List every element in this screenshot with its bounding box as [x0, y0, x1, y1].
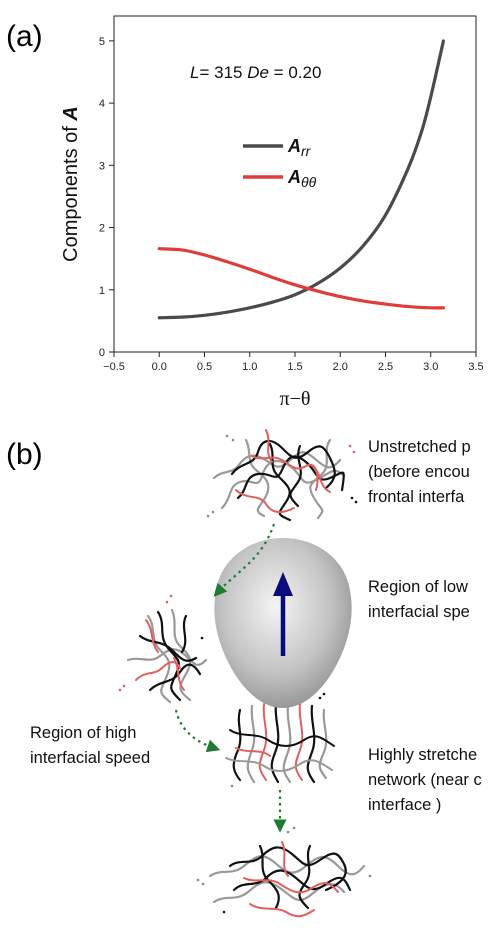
x-axis-label: π−θ	[280, 388, 311, 410]
annotation-De-value: = 0.20	[269, 63, 321, 82]
annotation-L-value: = 315	[199, 63, 247, 82]
x-tick-label: 3.5	[468, 361, 483, 373]
y-tick-label: 1	[99, 285, 105, 297]
annotation-De: De	[247, 63, 269, 82]
series-line-arr	[157, 39, 446, 320]
y-axis-label: Components of A	[60, 106, 82, 262]
bubble-velocity-arrow	[273, 572, 293, 656]
path-left-to-stretched	[174, 709, 221, 753]
label-stretched: Highly stretche network (near c interfac…	[368, 746, 486, 814]
x-tick-label: 2.5	[378, 361, 393, 373]
x-tick-label: 2.0	[333, 361, 348, 373]
label-high-speed: Region of high interfacial speed	[30, 724, 150, 767]
x-tick-label: 1.0	[242, 361, 257, 373]
polymer-cluster-top	[206, 429, 358, 522]
x-tick-label: 0.0	[152, 361, 167, 373]
y-tick-label: 4	[99, 98, 105, 110]
y-tick-label: 2	[99, 223, 105, 235]
x-tick-label: 0.5	[197, 361, 212, 373]
legend: Arr Aθθ	[243, 136, 317, 190]
y-tick-label: 3	[99, 160, 105, 172]
polymer-cluster-left	[118, 594, 208, 704]
label-unstretched: Unstretched p (before encou frontal inte…	[368, 438, 475, 506]
chart-annotation: L= 315 De = 0.20	[190, 63, 321, 82]
chart: −0.5 0.0 0.5 1.0 1.5 2.0 2.5 3.0 3.5 0 1 2 3 4 5 L= 3…	[60, 15, 484, 410]
legend-label-arr: Arr	[287, 136, 312, 159]
legend-label-att: Aθθ	[287, 167, 317, 190]
label-low-speed: Region of low interfacial spe	[368, 578, 473, 621]
x-tick-label: 1.5	[287, 361, 302, 373]
series-line-att	[157, 247, 446, 310]
y-tick-label: 5	[99, 36, 105, 48]
panel-a-letter: (a)	[6, 20, 43, 53]
annotation-L: L	[190, 63, 199, 82]
series-lines	[157, 39, 446, 320]
x-tick-label: −0.5	[103, 361, 125, 373]
y-tick-label: 0	[99, 347, 105, 359]
y-ticks: 0 1 2 3 4 5	[99, 36, 114, 359]
polymer-cluster-stretched	[225, 692, 335, 788]
polymer-cluster-bottom	[196, 826, 372, 918]
panel-b-letter: (b)	[6, 438, 43, 471]
x-ticks: −0.5 0.0 0.5 1.0 1.5 2.0 2.5 3.0 3.5	[103, 352, 484, 373]
x-tick-label: 3.0	[423, 361, 438, 373]
